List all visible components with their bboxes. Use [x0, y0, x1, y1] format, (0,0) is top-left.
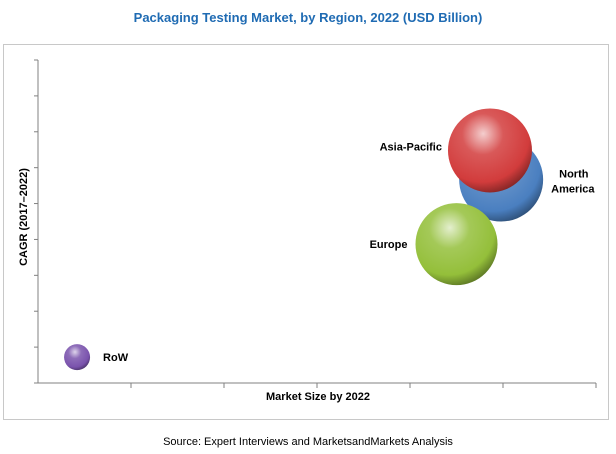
label-europe: Europe — [370, 239, 408, 251]
label-north-america: North America — [551, 169, 595, 196]
plot-frame — [3, 44, 609, 420]
source-note: Source: Expert Interviews and Marketsand… — [163, 436, 453, 448]
bubble-asia-pacific — [447, 108, 532, 193]
x-axis-label: Market Size by 2022 — [266, 391, 370, 403]
y-axis-label: CAGR (2017–2022) — [18, 168, 30, 266]
bubble-row — [64, 344, 91, 371]
label-asia-pacific: Asia-Pacific — [380, 141, 442, 153]
bubbles — [64, 108, 544, 371]
bubble-europe — [415, 203, 498, 286]
label-row: RoW — [103, 352, 129, 364]
bubble-labels: North America Europe Asia-Pacific RoW — [103, 141, 595, 364]
chart-title: Packaging Testing Market, by Region, 202… — [133, 10, 483, 25]
axes — [34, 59, 597, 388]
